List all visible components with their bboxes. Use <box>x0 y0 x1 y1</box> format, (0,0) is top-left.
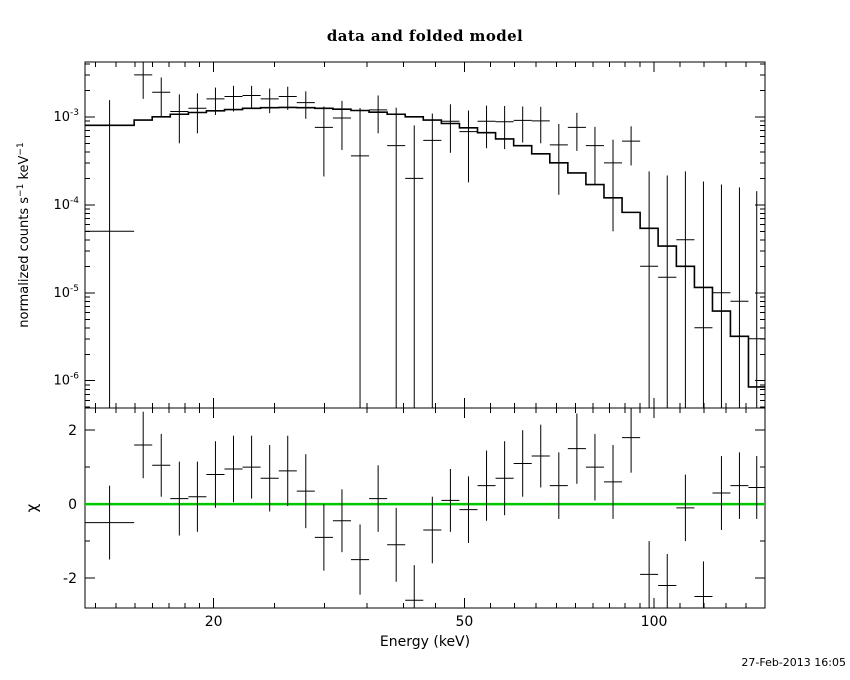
axis-tick-labels: 20 50 100 10-6 10-5 10-4 10-3 -2 0 2 <box>53 108 667 630</box>
svg-text:10-4: 10-4 <box>53 196 79 213</box>
y-axis-label-chi: χ <box>23 503 41 513</box>
svg-text:100: 100 <box>641 614 668 630</box>
svg-text:50: 50 <box>455 614 473 630</box>
panel-frames <box>84 61 766 609</box>
svg-text:10-5: 10-5 <box>53 284 79 301</box>
x-axis-label: Energy (keV) <box>379 634 471 650</box>
model-histogram <box>85 106 765 388</box>
y-axis-label-counts: normalized counts s−1 keV−1 <box>16 142 32 327</box>
svg-text:10-6: 10-6 <box>53 372 79 389</box>
spectrum-data-points <box>85 62 765 408</box>
svg-text:20: 20 <box>205 614 223 630</box>
ylabel-superscript: −1 <box>15 142 26 156</box>
ylabel-text: keV <box>17 155 33 184</box>
svg-text:0: 0 <box>68 497 77 513</box>
ylabel-text: normalized counts s <box>17 196 33 328</box>
svg-text:-2: -2 <box>63 571 77 587</box>
plot-title: data and folded model <box>326 27 524 45</box>
timestamp: 27-Feb-2013 16:05 <box>741 656 846 669</box>
axis-ticks <box>85 62 766 608</box>
ylabel-superscript: −1 <box>15 183 26 197</box>
svg-text:2: 2 <box>68 423 77 439</box>
residual-points <box>85 408 765 608</box>
svg-text:10-3: 10-3 <box>53 108 79 125</box>
